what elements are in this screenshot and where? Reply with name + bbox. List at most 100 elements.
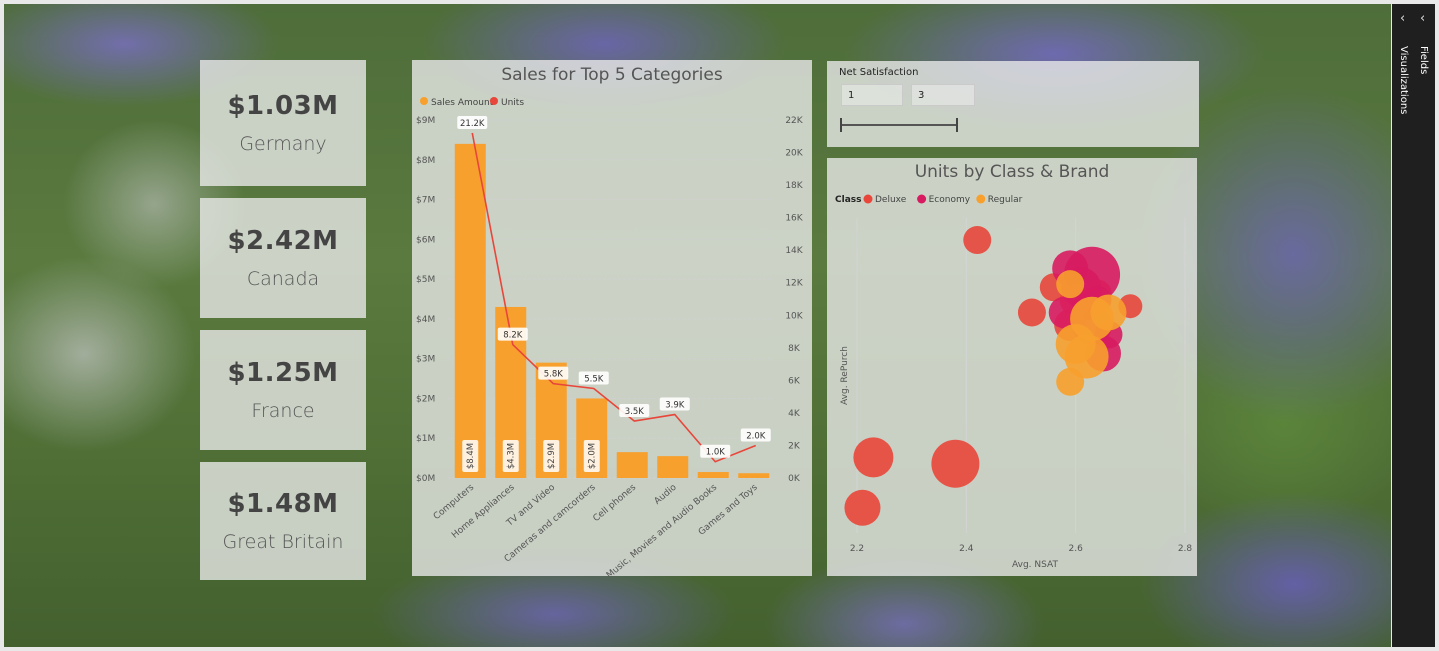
bar-sales-amount: [657, 456, 689, 478]
y-left-tick-label: $5M: [416, 275, 435, 285]
y-right-tick-label: 4K: [788, 409, 801, 419]
line-data-label-bg: [538, 366, 569, 380]
report-canvas: $1.03M Germany $2.42M Canada $1.25M Fran…: [4, 4, 1391, 647]
line-data-label-bg: [497, 327, 528, 341]
units-scatter-chart-card[interactable]: Units by Class & Brand Class Deluxe Econom…: [827, 158, 1197, 576]
slider-track[interactable]: [841, 124, 957, 126]
kpi-value: $1.48M: [227, 489, 339, 519]
legend-title: Class: [835, 195, 861, 205]
line-data-label: 3.9K: [665, 401, 685, 411]
line-data-label: 1.0K: [706, 448, 726, 458]
x-tick-label: 2.6: [1069, 544, 1084, 554]
legend-label-units: Units: [501, 98, 524, 108]
line-data-label-bg: [700, 444, 731, 458]
y-left-tick-label: $9M: [416, 116, 435, 126]
bar-data-label-bg: [543, 440, 560, 472]
y-left-tick-label: $7M: [416, 196, 435, 206]
bar-data-label: $4.3M: [506, 443, 516, 469]
bubble-regular: [1064, 334, 1109, 379]
line-data-label-bg: [619, 404, 650, 418]
line-data-label-bg: [740, 428, 771, 442]
bubble-deluxe: [931, 439, 980, 488]
chart-title: Units by Class & Brand: [914, 162, 1110, 182]
y-left-tick-label: $0M: [416, 474, 435, 484]
kpi-label: Canada: [246, 268, 320, 290]
legend-label-deluxe: Deluxe: [875, 195, 907, 205]
slicer-max-input[interactable]: 3: [911, 84, 975, 106]
slicer-min-input[interactable]: 1: [841, 84, 903, 106]
kpi-card-germany[interactable]: $1.03M Germany: [200, 60, 366, 186]
x-tick-label: 2.4: [959, 544, 974, 554]
legend-marker-regular: [976, 194, 986, 204]
kpi-card-canada[interactable]: $2.42M Canada: [200, 198, 366, 318]
expand-fields-chevron-icon[interactable]: ‹: [1420, 11, 1426, 26]
legend-marker-sales-amount: [420, 97, 428, 105]
kpi-label: France: [251, 400, 315, 422]
y-right-tick-label: 6K: [788, 376, 801, 386]
line-data-label: 3.5K: [625, 407, 645, 417]
kpi-label: Germany: [239, 133, 327, 155]
x-category-label: Audio: [653, 482, 679, 506]
line-data-label-bg: [578, 371, 609, 385]
y-right-tick-label: 16K: [785, 214, 803, 224]
y-left-tick-label: $4M: [416, 315, 435, 325]
kpi-card-france[interactable]: $1.25M France: [200, 330, 366, 450]
y-left-tick-label: $2M: [416, 394, 435, 404]
units-scatter-chart: Class Deluxe Economy Regular 2.2 2.4 2.6 2.8 Avg…: [835, 194, 1193, 570]
bar-sales-amount: [616, 452, 648, 478]
legend-label-economy: Economy: [929, 195, 971, 205]
y-right-tick-label: 12K: [785, 279, 803, 289]
bubble-regular: [1090, 294, 1127, 331]
line-data-label: 2.0K: [746, 431, 766, 441]
line-data-label: 8.2K: [503, 331, 523, 341]
bubble-deluxe: [853, 437, 894, 478]
bar-data-label-bg: [502, 440, 519, 472]
y-right-tick-label: 22K: [785, 116, 803, 126]
slicer-title: Net Satisfaction: [839, 67, 919, 78]
x-tick-label: 2.8: [1178, 544, 1193, 554]
y-left-tick-label: $3M: [416, 355, 435, 365]
legend-marker-units: [490, 97, 498, 105]
y-right-tick-label: 20K: [785, 149, 803, 159]
visualizations-pane-label[interactable]: Visualizations: [1398, 46, 1409, 115]
y-axis-label: Avg. RePurch: [840, 346, 850, 405]
y-left-tick-label: $8M: [416, 156, 435, 166]
kpi-card-great-britain[interactable]: $1.48M Great Britain: [200, 462, 366, 580]
y-right-tick-label: 18K: [785, 181, 803, 191]
y-right-tick-label: 2K: [788, 441, 801, 451]
bubble-deluxe: [844, 489, 881, 526]
y-right-tick-label: 14K: [785, 246, 803, 256]
sales-combo-chart-card[interactable]: Sales for Top 5 Categories Sales Amount U…: [412, 60, 812, 576]
line-data-label-bg: [457, 116, 488, 130]
line-data-label: 5.8K: [544, 370, 564, 380]
x-axis-label: Avg. NSAT: [1012, 560, 1058, 570]
y-right-tick-label: 0K: [788, 474, 801, 484]
slider-min-handle[interactable]: [840, 118, 842, 132]
x-tick-label: 2.2: [850, 544, 864, 554]
expand-visualizations-chevron-icon[interactable]: ‹: [1400, 11, 1406, 26]
line-data-label: 21.2K: [460, 119, 485, 129]
line-data-label: 5.5K: [584, 375, 604, 385]
chart-title: Sales for Top 5 Categories: [501, 65, 723, 85]
bar-sales-amount: [738, 473, 770, 478]
bubble-deluxe: [963, 226, 992, 255]
y-right-tick-label: 10K: [785, 311, 803, 321]
net-satisfaction-slicer[interactable]: Net Satisfaction 1 3: [827, 61, 1199, 147]
bar-data-label: $2.0M: [587, 443, 597, 469]
y-left-tick-label: $6M: [416, 235, 435, 245]
bar-data-label-bg: [462, 440, 479, 472]
kpi-value: $2.42M: [227, 226, 339, 256]
legend-label-sales-amount: Sales Amount: [431, 98, 494, 108]
bar-data-label: $8.4M: [466, 443, 476, 469]
bubble-regular: [1056, 270, 1085, 299]
sales-combo-chart: Sales Amount Units $0M $1M $2M $3M $4M $5M $6M $7…: [416, 97, 804, 576]
collapsed-side-pane: ‹ ‹ Visualizations Fields: [1392, 4, 1435, 647]
kpi-value: $1.25M: [227, 358, 339, 388]
y-right-tick-label: 8K: [788, 344, 801, 354]
bar-sales-amount: [697, 472, 729, 478]
kpi-value: $1.03M: [227, 91, 339, 121]
legend-marker-deluxe: [863, 194, 873, 204]
slider-max-handle[interactable]: [956, 118, 958, 132]
fields-pane-label[interactable]: Fields: [1418, 46, 1429, 75]
legend-label-regular: Regular: [988, 195, 1023, 205]
